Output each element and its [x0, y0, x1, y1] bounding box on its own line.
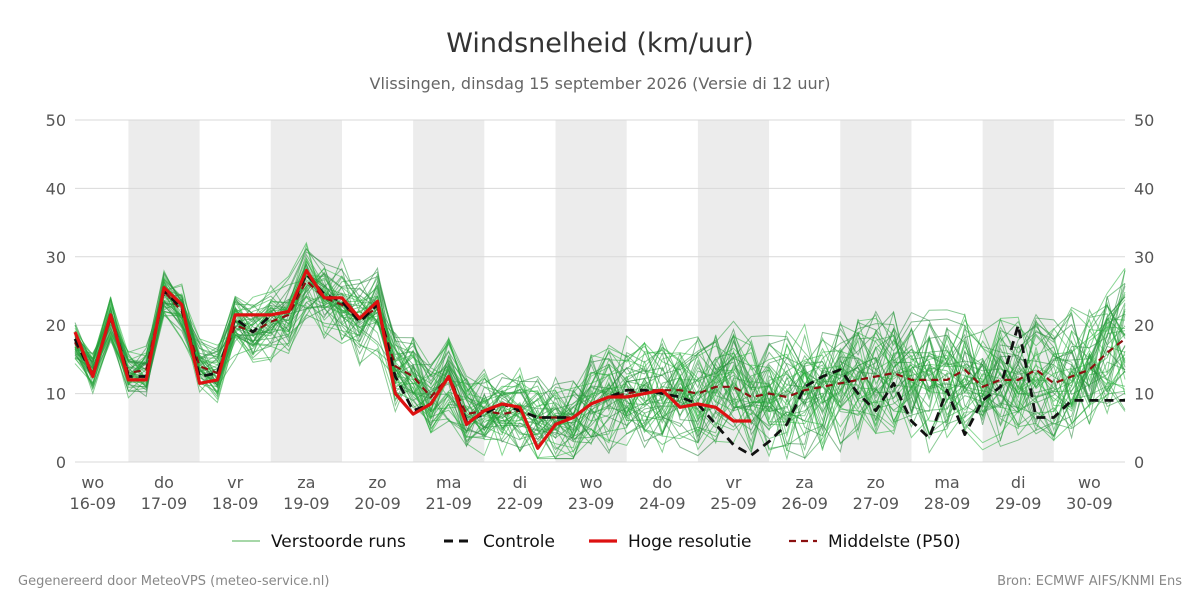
- ensemble-run-line: [74, 296, 1126, 443]
- y-axis-left: 0 10 20 30 40 50: [46, 111, 66, 472]
- x-tick-date: 25-09: [710, 494, 757, 513]
- ensemble-run-line: [74, 269, 1126, 431]
- ensemble-run-line: [74, 243, 1126, 431]
- y-tick-label-right: 30: [1134, 248, 1154, 267]
- x-tick-date: 17-09: [141, 494, 188, 513]
- x-tick-date: 24-09: [639, 494, 686, 513]
- x-tick-date: 23-09: [568, 494, 615, 513]
- y-tick-label-left: 10: [46, 385, 66, 404]
- x-tick-date: 19-09: [283, 494, 330, 513]
- x-tick-date: 30-09: [1066, 494, 1113, 513]
- ensemble-run-line: [74, 257, 1126, 426]
- legend-label: Controle: [483, 532, 555, 552]
- x-tick-day: wo: [1078, 473, 1101, 492]
- y-tick-label-left: 50: [46, 111, 66, 130]
- x-tick-date: 27-09: [853, 494, 900, 513]
- y-tick-label-left: 40: [46, 179, 66, 198]
- legend-label: Middelste (P50): [828, 532, 961, 552]
- ensemble-run-line: [74, 277, 1126, 434]
- x-tick-day: wo: [580, 473, 603, 492]
- main-series: [73, 268, 1126, 457]
- x-tick-day: vr: [725, 473, 741, 492]
- x-tick-day: ma: [436, 473, 461, 492]
- footer-source: Bron: ECMWF AIFS/KNMI Ens: [997, 574, 1182, 589]
- x-tick-day: wo: [81, 473, 104, 492]
- grid-lines: [75, 119, 1125, 463]
- x-tick-day: zo: [867, 473, 885, 492]
- x-tick-day: do: [154, 473, 174, 492]
- x-tick-day: di: [1011, 473, 1026, 492]
- y-tick-label-left: 0: [56, 453, 66, 472]
- x-tick-date: 22-09: [497, 494, 544, 513]
- y-tick-label-right: 0: [1134, 453, 1144, 472]
- y-axis-right: 0 10 20 30 40 50: [1134, 111, 1154, 472]
- y-tick-label-right: 50: [1134, 111, 1154, 130]
- x-tick-day: ma: [934, 473, 959, 492]
- x-tick-date: 18-09: [212, 494, 259, 513]
- footer-generated-by: Gegenereerd door MeteoVPS (meteo-service…: [18, 574, 329, 589]
- chart-title: Windsnelheid (km/uur): [446, 28, 754, 59]
- ensemble-run-line: [74, 287, 1126, 443]
- x-tick-day: do: [652, 473, 672, 492]
- ensemble-run-line: [74, 263, 1126, 441]
- ensemble-run-line: [74, 277, 1126, 459]
- x-tick-date: 28-09: [924, 494, 971, 513]
- x-tick-day: za: [297, 473, 315, 492]
- y-tick-label-right: 40: [1134, 179, 1154, 198]
- series-line-hoge-resolutie: [73, 268, 752, 450]
- ensemble-run-line: [74, 294, 1126, 460]
- x-tick-day: di: [513, 473, 528, 492]
- y-tick-label-left: 30: [46, 248, 66, 267]
- x-tick-date: 26-09: [781, 494, 828, 513]
- ensemble-runs: [74, 241, 1126, 461]
- chart-subtitle: Vlissingen, dinsdag 15 september 2026 (V…: [370, 74, 831, 93]
- ensemble-run-line: [74, 278, 1126, 449]
- y-tick-label-right: 20: [1134, 316, 1154, 335]
- ensemble-run-line: [74, 263, 1126, 460]
- x-tick-date: 21-09: [425, 494, 472, 513]
- legend-label: Hoge resolutie: [628, 532, 752, 552]
- y-tick-label-right: 10: [1134, 385, 1154, 404]
- x-tick-day: vr: [227, 473, 243, 492]
- legend-label: Verstoorde runs: [271, 532, 406, 552]
- legend: Verstoorde runs Controle Hoge resolutie Mid…: [232, 532, 961, 552]
- x-tick-date: 16-09: [70, 494, 117, 513]
- y-tick-label-left: 20: [46, 316, 66, 335]
- x-tick-date: 20-09: [354, 494, 401, 513]
- x-tick-date: 29-09: [995, 494, 1042, 513]
- x-axis: wo 16-09 do 17-09 vr 18-09 za 19-09 zo 20-09 ma 21-…: [70, 473, 1113, 513]
- x-tick-day: zo: [368, 473, 386, 492]
- x-tick-day: za: [796, 473, 814, 492]
